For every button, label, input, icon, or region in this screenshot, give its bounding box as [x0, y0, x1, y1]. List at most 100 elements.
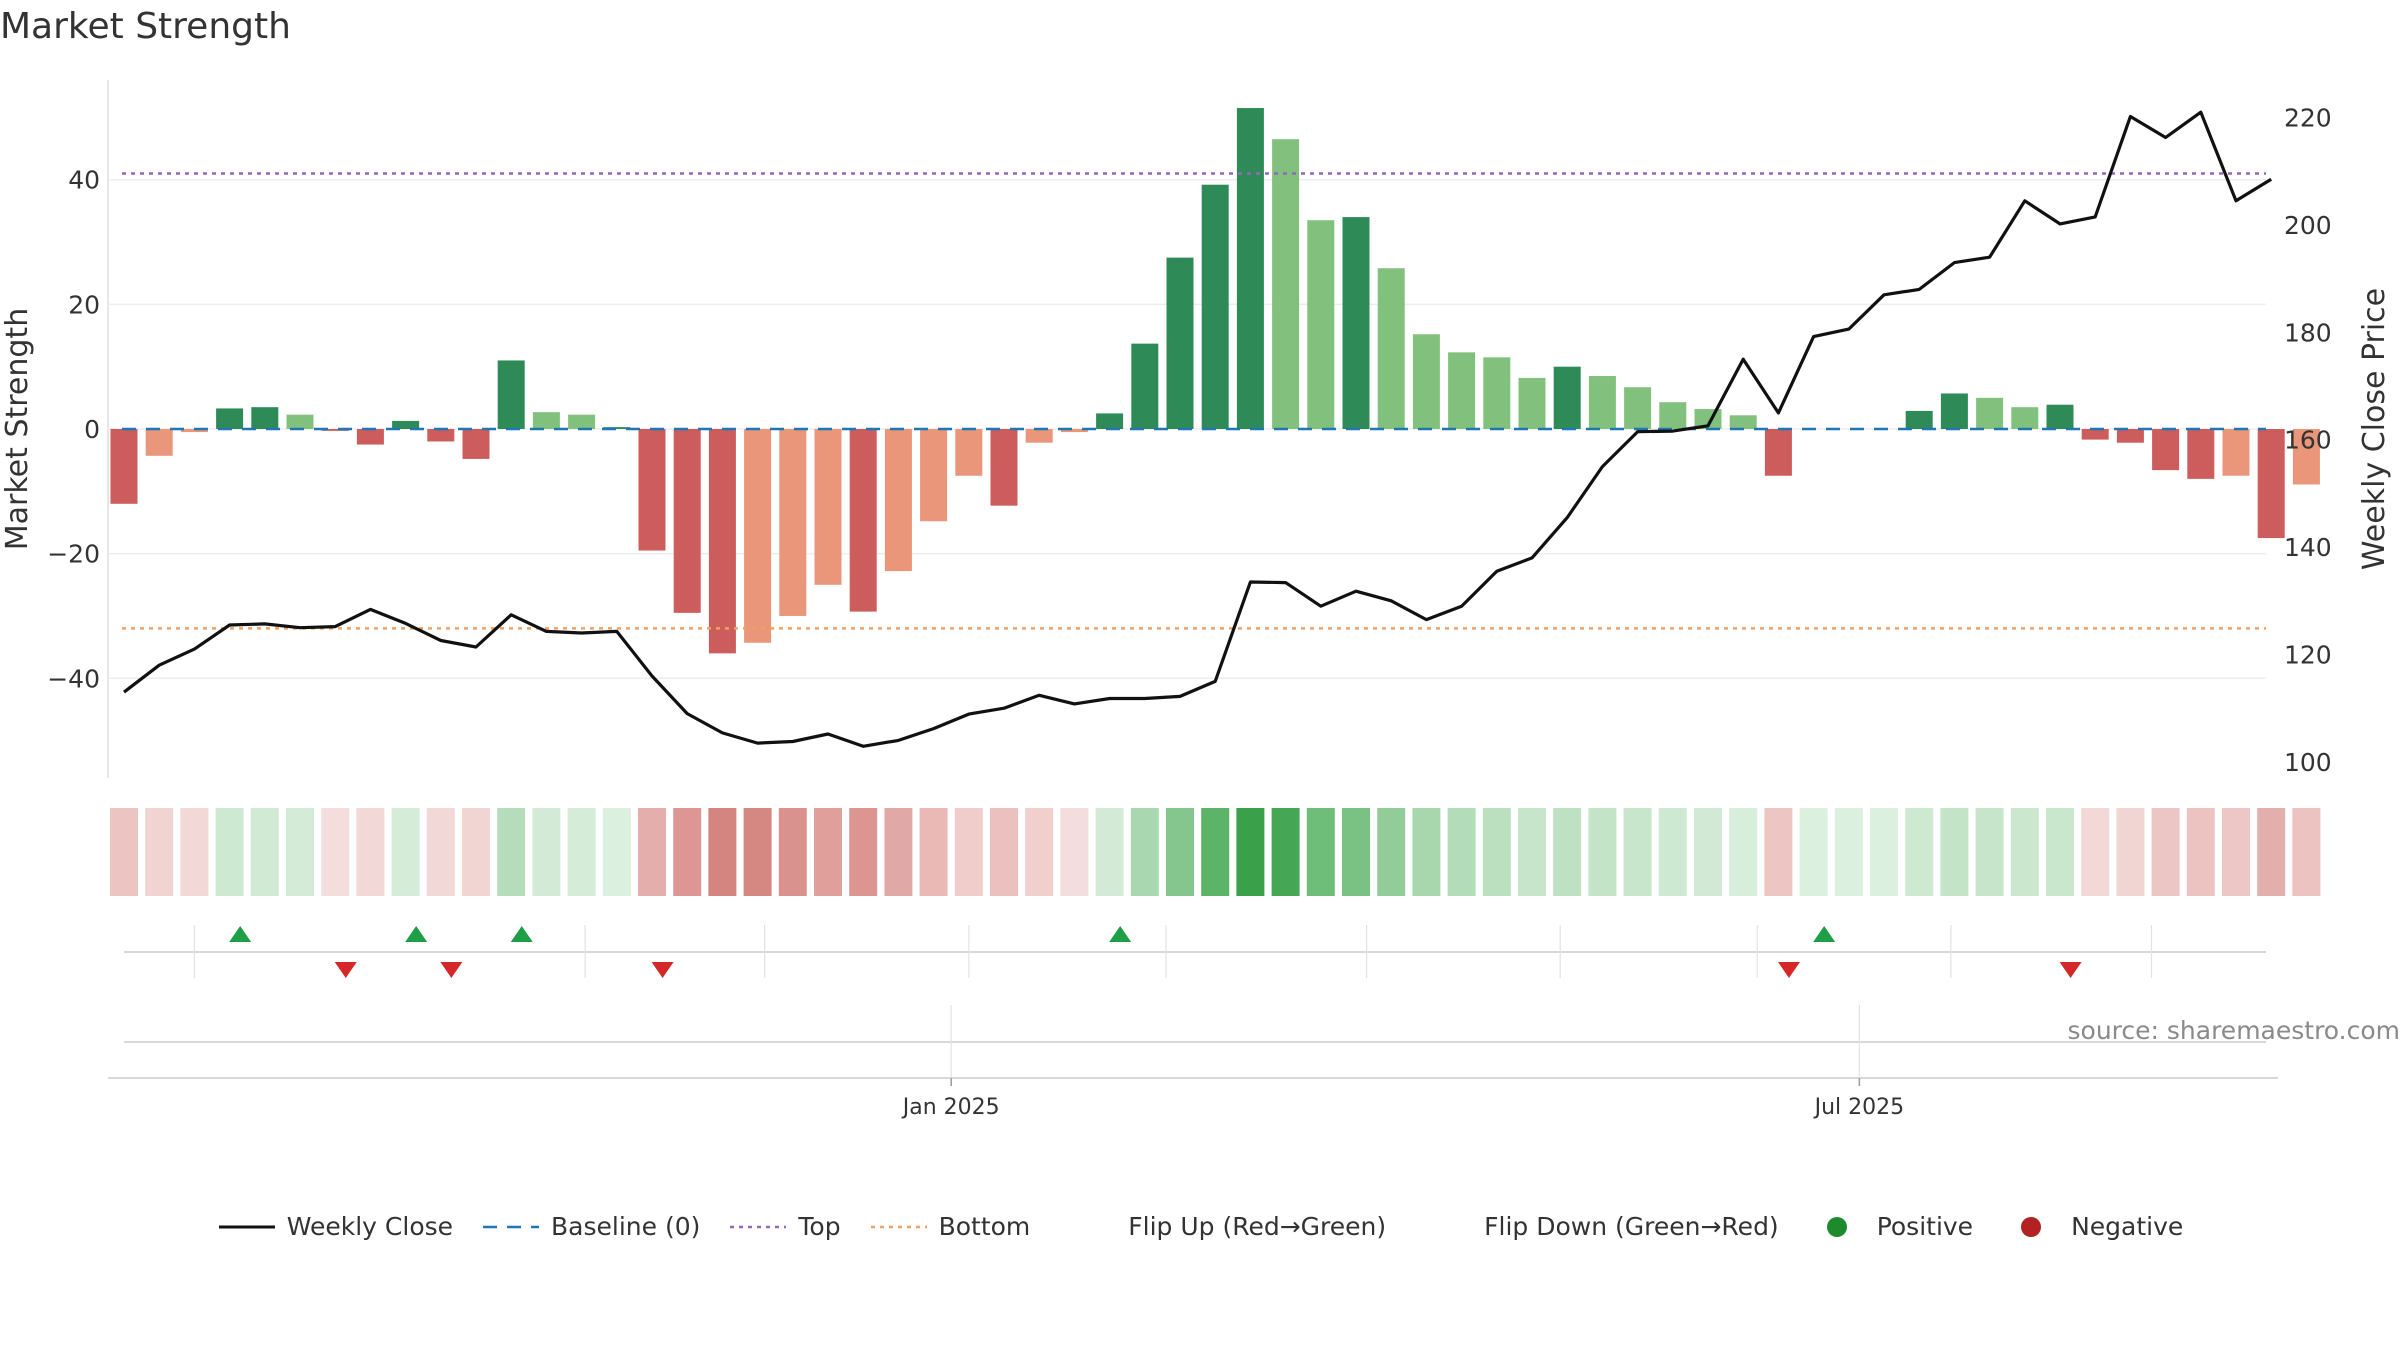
strip-cell — [1834, 808, 1863, 896]
strength-bar — [920, 429, 948, 522]
strip-cell — [814, 808, 842, 896]
right-tick-label: 100 — [2284, 748, 2332, 777]
strength-bar — [1518, 377, 1546, 429]
source-note: source: sharemaestro.com — [2067, 1016, 2400, 1045]
strip-cell — [250, 808, 279, 896]
strength-bar — [814, 429, 842, 585]
strip-cell — [567, 808, 596, 896]
legend-item-flip-down: Flip Down (Green→Red) — [1414, 1212, 1779, 1241]
strength-bar — [1342, 217, 1370, 429]
right-tick-label: 140 — [2284, 533, 2332, 562]
bottom-legend-icon — [870, 1225, 927, 1228]
strip-cell — [321, 808, 350, 896]
x-axis: Jan 2025 Jul 2025 — [108, 1005, 2278, 1120]
strength-bar — [2187, 429, 2215, 479]
strip-cell — [778, 808, 807, 896]
strength-bar — [321, 429, 349, 431]
left-tick-label: −40 — [47, 664, 100, 693]
strength-bar — [1553, 366, 1581, 429]
x-tick-label: Jul 2025 — [1813, 1095, 1905, 1120]
legend-item-negative: Negative — [2001, 1212, 2183, 1241]
strip-cell — [954, 808, 983, 896]
strength-bar — [2011, 407, 2039, 429]
strip-cell — [145, 808, 174, 896]
strip-cell — [1095, 808, 1124, 896]
strength-bar — [1166, 257, 1194, 429]
strength-heat-strip — [110, 808, 2321, 896]
top-legend-icon — [730, 1225, 787, 1228]
right-tick-label: 220 — [2284, 104, 2332, 133]
strength-bar — [1412, 334, 1440, 429]
negative-legend-icon — [2021, 1216, 2042, 1237]
strength-bar — [2081, 429, 2109, 440]
flip-up-marker — [1813, 926, 1836, 942]
strength-bar — [1272, 139, 1300, 429]
strip-cell — [1975, 808, 2004, 896]
strength-bar — [1025, 429, 1053, 443]
strength-bars — [110, 108, 2320, 654]
strip-cell — [2222, 808, 2250, 896]
legend-label: Flip Up (Red→Green) — [1128, 1212, 1387, 1241]
legend-item-close: Weekly Close — [217, 1212, 453, 1241]
legend-item-baseline: Baseline (0) — [481, 1212, 700, 1241]
flip-up-legend-icon — [1058, 1214, 1118, 1240]
strength-bar — [1236, 108, 1264, 429]
right-tick-label: 200 — [2284, 211, 2332, 240]
strength-bar — [990, 429, 1018, 506]
strength-bar — [1096, 413, 1124, 429]
strength-bar — [849, 429, 877, 612]
strength-bar — [1448, 352, 1476, 429]
strip-cell — [638, 808, 666, 896]
strip-cell — [1799, 808, 1828, 896]
legend-label: Weekly Close — [286, 1212, 454, 1241]
strip-cell — [1905, 808, 1934, 896]
axis-labels: −40 −20 0 20 40 100 120 140 160 180 200 220 Market S… — [0, 104, 2392, 777]
strength-bar — [1624, 387, 1652, 429]
strip-cell — [1694, 808, 1722, 896]
weekly-close-line — [123, 110, 2273, 748]
strip-cell — [1060, 808, 1089, 896]
chart-title: Market Strength — [0, 6, 291, 47]
reference-lines — [122, 172, 2266, 630]
flip-down-marker — [651, 962, 674, 978]
positive-legend-icon — [1826, 1216, 1847, 1237]
legend-label: Bottom — [938, 1212, 1031, 1241]
strip-cell — [1588, 808, 1617, 896]
strip-cell — [2010, 808, 2039, 896]
strength-bar — [1940, 393, 1968, 429]
strip-cell — [1271, 808, 1300, 896]
strength-bar — [532, 412, 560, 429]
strip-cell — [2292, 808, 2321, 896]
strength-bar — [251, 407, 279, 429]
strip-cell — [1553, 808, 1582, 896]
strip-cell — [110, 808, 138, 896]
strength-bar — [1659, 402, 1687, 429]
strip-cell — [990, 808, 1018, 896]
strip-cell — [602, 808, 631, 896]
legend: Weekly Close Baseline (0) Top Bottom Flip Up… — [0, 1212, 2400, 1241]
strip-cell — [1201, 808, 1230, 896]
close-line-layer — [123, 110, 2273, 748]
strip-cell — [1025, 808, 1054, 896]
strip-cell — [2186, 808, 2215, 896]
strip-cell — [426, 808, 455, 896]
strength-bar — [286, 414, 314, 429]
strength-bar — [1307, 220, 1335, 429]
flip-down-marker — [440, 962, 463, 978]
flip-down-marker — [2059, 962, 2082, 978]
strip-cell — [180, 808, 209, 896]
strip-cell — [1342, 808, 1370, 896]
strip-cell — [919, 808, 948, 896]
strength-bar — [1729, 415, 1757, 429]
strength-bar — [427, 429, 455, 442]
strip-cell — [1447, 808, 1476, 896]
strength-bar — [462, 429, 490, 459]
flip-down-marker — [1777, 962, 1800, 978]
right-tick-label: 120 — [2284, 641, 2332, 670]
left-tick-label: −20 — [47, 540, 100, 569]
legend-label: Baseline (0) — [551, 1212, 701, 1241]
strength-bar — [1905, 410, 1933, 429]
strength-bar — [497, 360, 525, 429]
right-axis-title: Weekly Close Price — [2357, 288, 2392, 570]
